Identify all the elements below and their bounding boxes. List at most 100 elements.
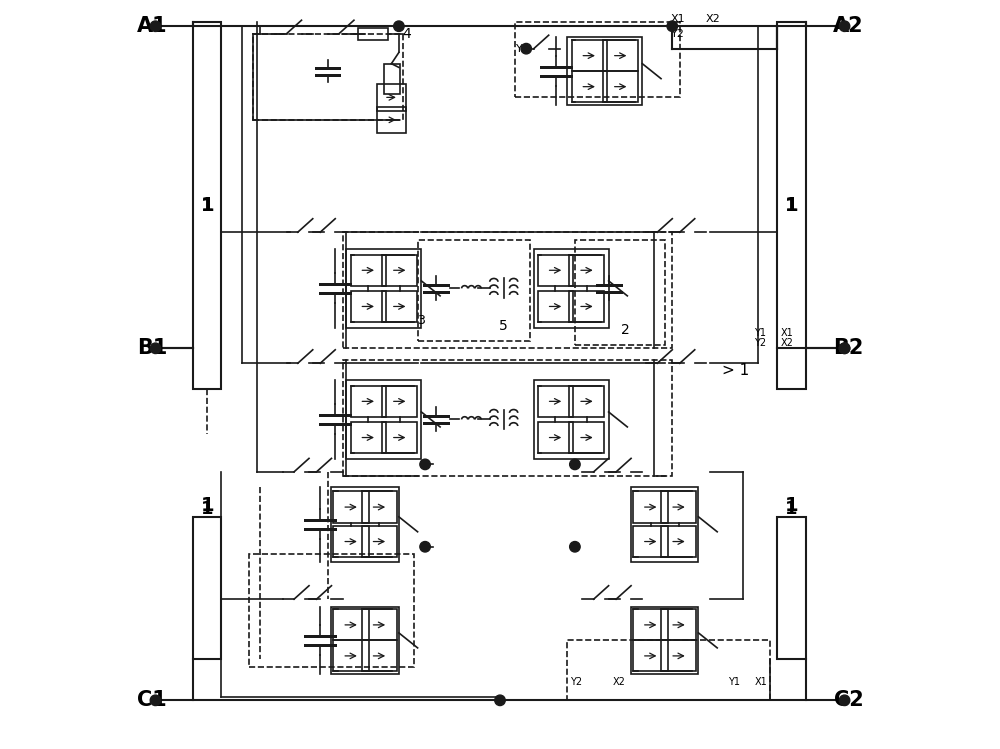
Circle shape — [839, 343, 850, 354]
Text: A1: A1 — [137, 16, 167, 36]
Circle shape — [150, 21, 161, 31]
Text: 1: 1 — [201, 500, 213, 518]
Bar — [333, 491, 369, 523]
Bar — [418, 240, 530, 341]
Bar — [249, 554, 414, 667]
Bar — [569, 291, 604, 322]
Bar — [661, 640, 696, 671]
Bar — [346, 380, 421, 458]
Bar — [333, 610, 369, 640]
Bar — [382, 255, 417, 286]
Circle shape — [150, 343, 161, 354]
Text: 3: 3 — [417, 314, 425, 327]
Bar — [346, 249, 421, 328]
Bar — [572, 71, 607, 103]
Bar — [384, 64, 400, 94]
Text: 1: 1 — [785, 500, 798, 518]
Bar — [515, 22, 680, 97]
Circle shape — [570, 542, 580, 552]
Bar — [382, 386, 417, 417]
Bar — [377, 84, 406, 111]
Text: Y2: Y2 — [754, 338, 766, 348]
Bar — [351, 422, 386, 453]
Bar — [661, 491, 696, 523]
Text: X1: X1 — [671, 13, 685, 24]
Circle shape — [150, 695, 161, 706]
Text: X1: X1 — [781, 328, 794, 339]
Bar — [362, 526, 397, 557]
Text: C1: C1 — [137, 691, 166, 710]
Circle shape — [667, 21, 678, 31]
Bar — [351, 386, 386, 417]
Text: 4: 4 — [402, 27, 411, 40]
Text: 1: 1 — [200, 496, 214, 515]
Bar — [569, 386, 604, 417]
Bar — [633, 526, 668, 557]
Bar — [603, 40, 638, 71]
Bar — [572, 40, 607, 71]
Circle shape — [570, 459, 580, 470]
Circle shape — [394, 21, 404, 31]
Bar — [343, 232, 672, 348]
Bar — [362, 491, 397, 523]
Bar — [569, 255, 604, 286]
Bar — [633, 610, 668, 640]
Bar — [331, 607, 399, 674]
Text: B1: B1 — [137, 339, 167, 358]
Circle shape — [420, 542, 430, 552]
Bar — [538, 422, 573, 453]
Circle shape — [521, 43, 531, 54]
Circle shape — [839, 695, 850, 706]
Text: Y2: Y2 — [671, 28, 685, 39]
Bar — [351, 291, 386, 322]
Bar — [362, 640, 397, 671]
Text: > 1: > 1 — [722, 363, 750, 378]
Text: 1: 1 — [785, 197, 798, 215]
Text: X2: X2 — [781, 338, 794, 348]
Text: 5: 5 — [499, 319, 508, 333]
Text: X1: X1 — [755, 676, 767, 687]
Bar — [603, 71, 638, 103]
Bar — [377, 106, 406, 133]
Circle shape — [839, 21, 850, 31]
Bar — [253, 34, 403, 120]
Bar — [633, 640, 668, 671]
Bar — [661, 526, 696, 557]
Bar — [343, 360, 672, 476]
Bar — [567, 37, 642, 105]
Text: Y2: Y2 — [570, 676, 582, 687]
Text: X2: X2 — [612, 676, 625, 687]
Text: 1: 1 — [785, 496, 798, 515]
Bar — [777, 22, 806, 389]
Bar — [538, 255, 573, 286]
Text: 1: 1 — [200, 196, 214, 216]
Bar — [358, 28, 388, 40]
Bar — [362, 610, 397, 640]
Text: X2: X2 — [706, 13, 721, 24]
Text: 1: 1 — [785, 196, 798, 216]
Circle shape — [420, 459, 430, 470]
Text: A2: A2 — [833, 16, 863, 36]
Bar — [534, 249, 609, 328]
Bar — [777, 517, 806, 659]
Bar — [193, 517, 221, 659]
Text: 1: 1 — [201, 197, 213, 215]
Bar — [569, 422, 604, 453]
Text: B2: B2 — [833, 339, 863, 358]
Text: Y1: Y1 — [754, 328, 766, 339]
Bar — [193, 22, 221, 389]
Text: Y1: Y1 — [516, 43, 530, 54]
Text: 2: 2 — [621, 323, 630, 336]
Circle shape — [495, 695, 505, 706]
Bar — [331, 487, 399, 562]
Bar — [382, 291, 417, 322]
Bar — [333, 640, 369, 671]
Bar — [382, 422, 417, 453]
Text: Y1: Y1 — [728, 676, 740, 687]
Circle shape — [839, 343, 850, 354]
Bar — [575, 240, 665, 345]
Bar — [567, 640, 770, 700]
Bar — [333, 526, 369, 557]
Bar — [661, 610, 696, 640]
Bar — [534, 380, 609, 458]
